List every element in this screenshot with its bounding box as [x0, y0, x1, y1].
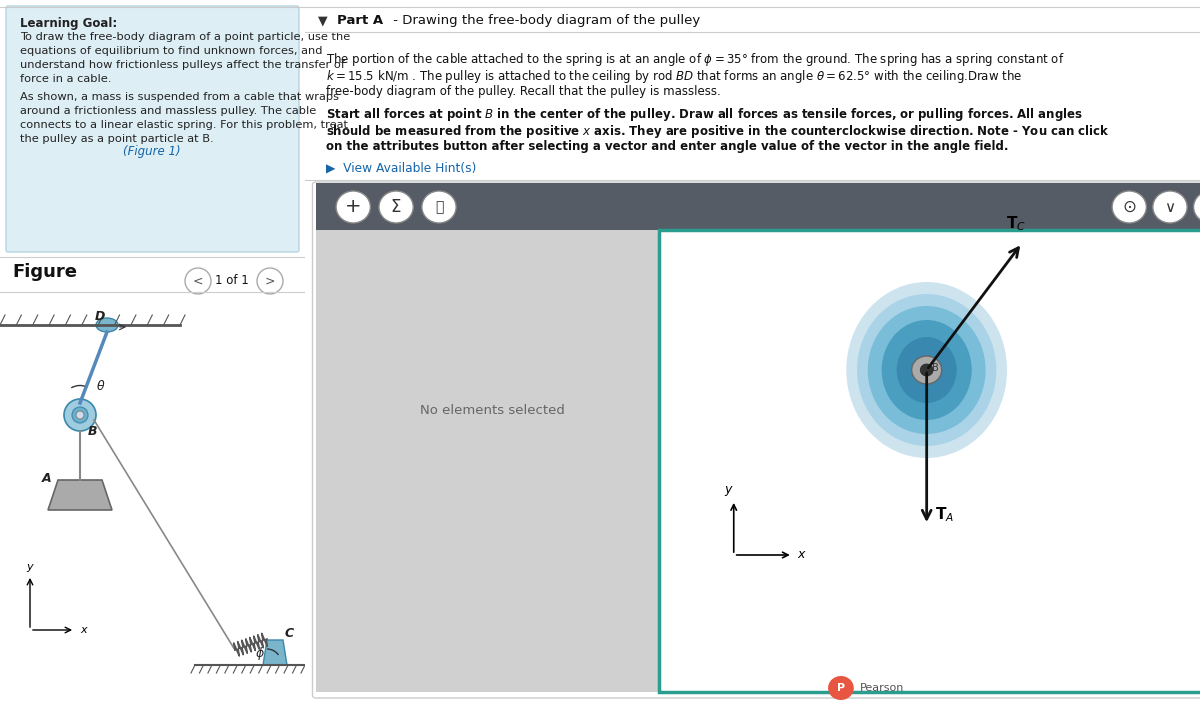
Text: B: B	[88, 425, 97, 438]
Text: ⊙: ⊙	[1122, 198, 1136, 216]
Text: Learning Goal:: Learning Goal:	[20, 17, 118, 30]
Text: Part A: Part A	[337, 14, 383, 27]
Bar	[316, 183, 1200, 230]
Text: y: y	[725, 483, 732, 496]
Text: Σ: Σ	[391, 198, 401, 216]
Text: D: D	[95, 310, 106, 323]
Bar	[659, 230, 1200, 692]
Circle shape	[72, 407, 88, 423]
Text: To draw the free-body diagram of a point particle, use the: To draw the free-body diagram of a point…	[20, 32, 350, 42]
Text: A: A	[42, 472, 52, 485]
Text: $\phi$: $\phi$	[256, 645, 265, 662]
Text: equations of equilibrium to find unknown forces, and: equations of equilibrium to find unknown…	[20, 46, 323, 56]
Text: C: C	[286, 627, 294, 640]
Text: (Figure 1): (Figure 1)	[124, 145, 181, 158]
Circle shape	[828, 676, 853, 700]
Text: 1 of 1: 1 of 1	[215, 275, 248, 288]
Text: As shown, a mass is suspended from a cable that wraps: As shown, a mass is suspended from a cab…	[20, 92, 340, 102]
Text: y: y	[26, 562, 34, 572]
Text: >: >	[265, 275, 275, 288]
Polygon shape	[263, 640, 287, 665]
Text: 🗑: 🗑	[434, 200, 443, 214]
Text: No elements selected: No elements selected	[420, 403, 565, 417]
Polygon shape	[48, 480, 112, 510]
Ellipse shape	[882, 320, 972, 420]
Text: $\mathbf{T}_C$: $\mathbf{T}_C$	[1006, 214, 1026, 233]
Text: x: x	[80, 625, 86, 635]
Text: x: x	[797, 549, 804, 562]
Circle shape	[64, 399, 96, 431]
Text: The portion of the cable attached to the spring is at an angle of $\phi = 35°$ f: The portion of the cable attached to the…	[326, 51, 1064, 68]
Text: +: +	[344, 197, 361, 217]
Text: understand how frictionless pulleys affect the transfer of: understand how frictionless pulleys affe…	[20, 60, 346, 70]
Text: ▶  View Available Hint(s): ▶ View Available Hint(s)	[326, 162, 476, 175]
Text: Pearson: Pearson	[860, 683, 905, 693]
FancyBboxPatch shape	[312, 182, 1200, 698]
Ellipse shape	[96, 318, 118, 332]
Text: <: <	[193, 275, 203, 288]
Circle shape	[76, 411, 84, 419]
Circle shape	[1153, 191, 1187, 223]
Text: around a frictionless and massless pulley. The cable: around a frictionless and massless pulle…	[20, 106, 317, 116]
Text: Start all forces at point $B$ in the center of the pulley. Draw all forces as te: Start all forces at point $B$ in the cen…	[326, 106, 1084, 123]
Circle shape	[1194, 191, 1200, 223]
Circle shape	[379, 191, 413, 223]
Ellipse shape	[896, 337, 956, 403]
Ellipse shape	[857, 294, 996, 446]
Circle shape	[257, 268, 283, 294]
Text: free-body diagram of the pulley. Recall that the pulley is massless.: free-body diagram of the pulley. Recall …	[326, 85, 721, 98]
Circle shape	[336, 191, 371, 223]
Ellipse shape	[868, 306, 985, 434]
Text: should be measured from the positive $x$ axis. They are positive in the counterc: should be measured from the positive $x$…	[326, 123, 1110, 140]
Text: $\mathbf{T}_A$: $\mathbf{T}_A$	[935, 505, 954, 524]
Circle shape	[185, 268, 211, 294]
Bar	[316, 230, 659, 692]
Text: $\theta$: $\theta$	[96, 379, 106, 393]
Ellipse shape	[846, 282, 1007, 458]
Text: P: P	[836, 683, 845, 693]
Circle shape	[920, 364, 934, 376]
Text: connects to a linear elastic spring. For this problem, treat: connects to a linear elastic spring. For…	[20, 120, 348, 130]
Text: Figure: Figure	[12, 263, 77, 281]
Text: B: B	[932, 363, 938, 373]
Text: force in a cable.: force in a cable.	[20, 74, 112, 84]
Text: the pulley as a point particle at B.: the pulley as a point particle at B.	[20, 134, 214, 144]
Circle shape	[912, 356, 942, 384]
Circle shape	[1112, 191, 1146, 223]
Circle shape	[422, 191, 456, 223]
Text: $k = 15.5\ \mathrm{kN/m}$ . The pulley is attached to the ceiling by rod $BD$ th: $k = 15.5\ \mathrm{kN/m}$ . The pulley i…	[326, 68, 1022, 85]
Text: ▼: ▼	[318, 14, 328, 27]
Text: ∨: ∨	[1164, 200, 1176, 214]
FancyBboxPatch shape	[6, 6, 299, 252]
Text: on the attributes button after selecting a vector and enter angle value of the v: on the attributes button after selecting…	[326, 140, 1009, 153]
Text: - Drawing the free-body diagram of the pulley: - Drawing the free-body diagram of the p…	[389, 14, 700, 27]
